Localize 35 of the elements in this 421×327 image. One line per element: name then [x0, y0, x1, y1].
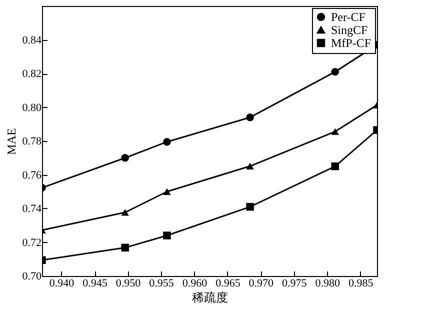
x-tick-label: 0.970: [248, 278, 274, 290]
x-tick-label: 0.940: [49, 278, 75, 290]
y-tick-label: 0.72: [22, 236, 42, 249]
legend-label: SingCF: [331, 23, 368, 37]
x-tick-label: 0.960: [182, 278, 208, 290]
point: [163, 138, 171, 146]
point: [121, 154, 129, 162]
point: [331, 68, 339, 76]
legend-label: Per-CF: [331, 10, 366, 24]
y-axis-title: MAE: [4, 128, 18, 155]
x-tick-label: 0.975: [282, 278, 308, 290]
point: [331, 128, 339, 135]
y-tick-label: 0.82: [22, 68, 42, 80]
point: [246, 114, 254, 122]
point: [163, 188, 171, 195]
y-tick-label: 0.80: [22, 102, 42, 114]
x-tick-label: 0.980: [315, 278, 341, 290]
x-tick-label: 0.950: [116, 278, 142, 290]
x-tick-label: 0.945: [82, 278, 108, 290]
y-tick-label: 0.70: [22, 270, 42, 282]
point: [331, 162, 339, 170]
y-tick-label: 0.76: [22, 169, 42, 182]
x-axis-title: 稀疏度: [192, 290, 228, 304]
point: [246, 162, 254, 170]
x-tick-label: 0.955: [149, 278, 174, 290]
point: [246, 202, 254, 211]
point: [163, 232, 171, 240]
y-tick-label: 0.78: [22, 136, 42, 148]
y-tick-label: 0.84: [22, 34, 42, 46]
legend-label: MfP-CF: [331, 36, 372, 50]
point: [121, 244, 129, 252]
x-tick-label: 0.985: [348, 278, 374, 290]
x-tick-label: 0.965: [216, 278, 241, 290]
y-tick-label: 0.74: [22, 203, 42, 215]
point: [121, 209, 129, 216]
